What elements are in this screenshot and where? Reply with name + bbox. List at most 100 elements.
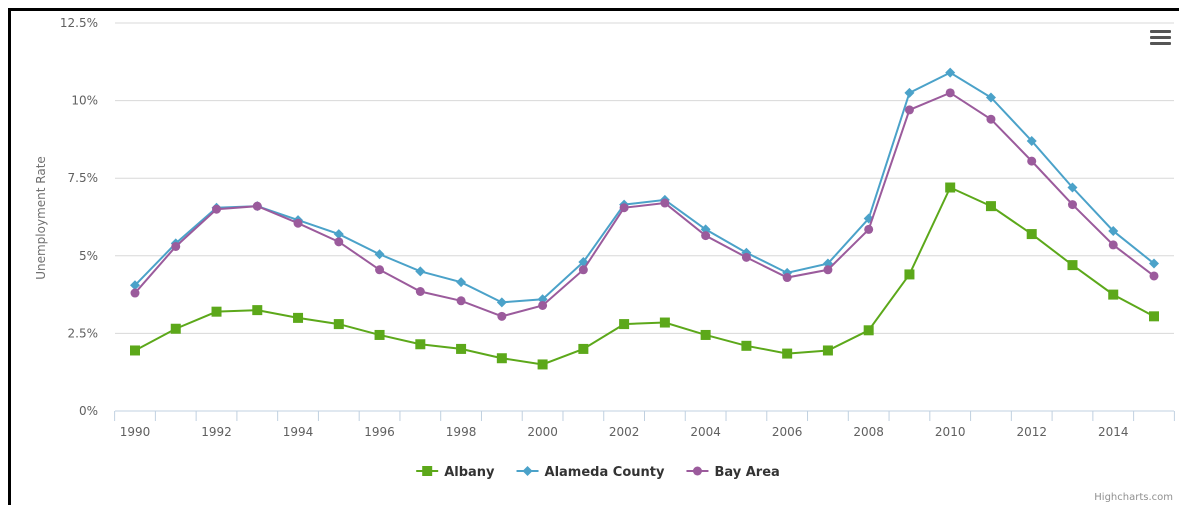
data-point-albany[interactable]	[374, 329, 385, 340]
data-point-bay-area[interactable]	[130, 288, 140, 298]
data-point-albany[interactable]	[863, 325, 874, 336]
y-tick-label: 0%	[79, 404, 98, 418]
data-point-alameda-county[interactable]	[1067, 182, 1078, 193]
data-point-bay-area[interactable]	[904, 105, 914, 115]
data-point-alameda-county[interactable]	[456, 277, 467, 288]
legend-item-albany[interactable]: Albany	[416, 465, 495, 480]
data-point-albany[interactable]	[1026, 229, 1037, 240]
data-point-albany[interactable]	[415, 339, 426, 350]
data-point-bay-area[interactable]	[701, 231, 711, 241]
y-tick-label: 5%	[79, 249, 98, 263]
data-point-alameda-county[interactable]	[945, 67, 956, 78]
x-tick-label: 2000	[527, 425, 558, 439]
data-point-alameda-county[interactable]	[496, 297, 507, 308]
data-point-bay-area[interactable]	[1149, 271, 1159, 281]
data-point-bay-area[interactable]	[619, 203, 629, 213]
data-point-bay-area[interactable]	[1067, 200, 1077, 210]
y-tick-label: 2.5%	[68, 326, 99, 340]
data-point-albany[interactable]	[659, 317, 670, 328]
data-point-albany[interactable]	[456, 343, 467, 354]
legend-item-alameda-county[interactable]: Alameda County	[516, 465, 665, 480]
x-tick-label: 2008	[853, 425, 884, 439]
data-point-alameda-county[interactable]	[904, 87, 915, 98]
series-albany	[130, 182, 1159, 370]
data-point-bay-area[interactable]	[538, 300, 548, 310]
data-point-bay-area[interactable]	[252, 201, 262, 211]
y-tick-label: 7.5%	[68, 171, 99, 185]
data-point-alameda-county[interactable]	[415, 266, 426, 277]
y-axis-title: Unemployment Rate	[34, 156, 48, 280]
data-point-albany[interactable]	[904, 269, 915, 280]
legend: Albany Alameda County Bay Area	[416, 465, 780, 480]
data-point-albany[interactable]	[741, 340, 752, 351]
data-point-bay-area[interactable]	[212, 204, 222, 214]
data-point-albany[interactable]	[619, 319, 630, 330]
data-point-albany[interactable]	[1149, 311, 1159, 322]
data-point-albany[interactable]	[333, 319, 344, 330]
data-point-albany[interactable]	[252, 305, 263, 316]
data-point-albany[interactable]	[293, 312, 304, 323]
frame-left-border	[8, 8, 11, 505]
data-point-bay-area[interactable]	[1027, 156, 1037, 166]
hamburger-menu-icon[interactable]	[1150, 30, 1171, 45]
x-tick-label: 1990	[120, 425, 151, 439]
series-line-alameda-county	[134, 71, 1155, 304]
data-point-albany[interactable]	[537, 359, 548, 370]
data-point-bay-area[interactable]	[945, 88, 955, 98]
legend-item-bay-area[interactable]: Bay Area	[686, 465, 780, 480]
legend-symbol-marker[interactable]	[692, 466, 702, 476]
data-point-bay-area[interactable]	[660, 198, 670, 208]
data-point-bay-area[interactable]	[293, 218, 303, 228]
credits-link[interactable]: Highcharts.com	[1094, 492, 1173, 503]
y-tick-label: 12.5%	[60, 16, 98, 30]
data-point-albany[interactable]	[211, 306, 222, 317]
x-tick-label: 2012	[1016, 425, 1047, 439]
data-point-albany[interactable]	[822, 345, 833, 356]
data-point-albany[interactable]	[782, 348, 793, 359]
data-point-alameda-county[interactable]	[130, 280, 140, 291]
data-point-alameda-county[interactable]	[1108, 225, 1119, 236]
data-point-alameda-county[interactable]	[374, 249, 385, 260]
data-point-albany[interactable]	[985, 201, 996, 212]
x-axis: 1990 1992 1994 1996 1998 2000 2002 2004 2006 2008…	[114, 410, 1175, 439]
data-point-albany[interactable]	[170, 323, 181, 334]
x-tick-label: 2006	[772, 425, 803, 439]
data-point-alameda-county[interactable]	[1149, 258, 1159, 269]
data-point-bay-area[interactable]	[497, 311, 507, 321]
data-point-bay-area[interactable]	[456, 296, 466, 306]
data-point-bay-area[interactable]	[171, 241, 181, 251]
data-point-albany[interactable]	[1067, 260, 1078, 271]
data-point-bay-area[interactable]	[375, 265, 385, 275]
x-tick-label: 2010	[935, 425, 966, 439]
x-tick-label: 1992	[201, 425, 232, 439]
data-point-albany[interactable]	[945, 182, 956, 193]
data-point-bay-area[interactable]	[986, 114, 996, 124]
legend-label: Bay Area	[714, 465, 779, 480]
data-point-albany[interactable]	[496, 353, 507, 364]
data-point-bay-area[interactable]	[334, 237, 344, 247]
data-point-bay-area[interactable]	[782, 273, 792, 283]
series-line-bay-area	[134, 91, 1155, 318]
data-point-bay-area[interactable]	[1108, 240, 1118, 250]
data-point-albany[interactable]	[700, 329, 711, 340]
data-point-bay-area[interactable]	[578, 265, 588, 275]
data-point-bay-area[interactable]	[823, 265, 833, 275]
series-alameda-county	[130, 67, 1159, 308]
data-point-albany[interactable]	[130, 345, 140, 356]
data-point-bay-area[interactable]	[415, 286, 425, 296]
legend-symbol-marker[interactable]	[422, 466, 433, 476]
data-point-alameda-county[interactable]	[741, 247, 752, 258]
data-point-alameda-county[interactable]	[333, 229, 344, 240]
x-tick-label: 2004	[690, 425, 721, 439]
data-point-bay-area[interactable]	[741, 252, 751, 262]
data-point-alameda-county[interactable]	[1026, 135, 1037, 146]
data-point-albany[interactable]	[1108, 289, 1119, 300]
frame-top-border	[8, 8, 1179, 11]
data-point-bay-area[interactable]	[864, 224, 874, 234]
legend-label: Albany	[444, 465, 495, 480]
y-tick-label: 10%	[71, 94, 98, 108]
legend-symbol-marker[interactable]	[522, 466, 533, 476]
data-point-alameda-county[interactable]	[985, 92, 996, 103]
data-point-albany[interactable]	[578, 343, 589, 354]
